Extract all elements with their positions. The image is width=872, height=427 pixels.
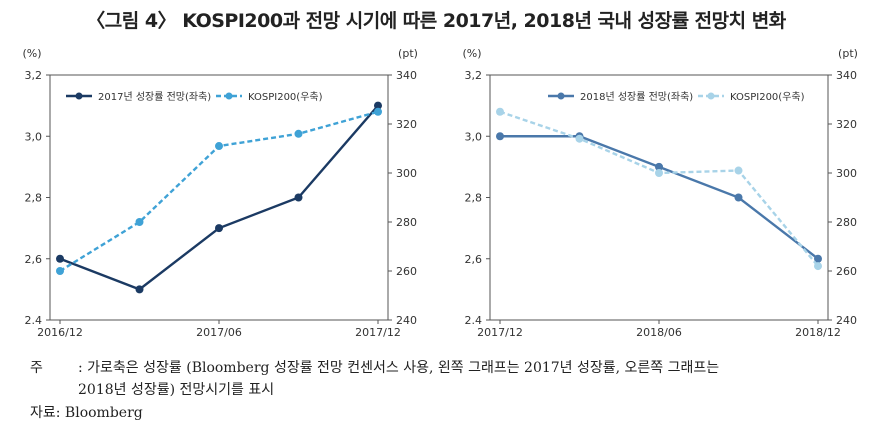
plot-frame <box>489 74 829 321</box>
right-tick-label: 300 <box>836 167 857 180</box>
chart-panel-2 <box>486 74 832 324</box>
left-tick-label: 2.4 <box>25 314 43 327</box>
series-line-1 <box>59 104 379 291</box>
data-point <box>814 254 822 263</box>
series-line-1 <box>500 135 819 260</box>
right-tick-label: 280 <box>836 216 857 229</box>
right-tick-label: 260 <box>836 265 857 278</box>
x-tick-label: 2017/12 <box>477 326 523 339</box>
right-tick-label: 320 <box>836 118 857 131</box>
data-point <box>496 107 504 116</box>
footnote-line-1: 주 : 가로축은 성장률 (Bloomberg 성장률 전망 컨센서스 사용, 왼… <box>30 357 719 377</box>
right-tick-label: 340 <box>836 69 857 82</box>
right-tick-label: 240 <box>396 314 417 327</box>
x-tick-label: 2016/12 <box>37 326 83 339</box>
data-point <box>575 134 584 143</box>
legend-label: 2017년 성장률 전망(좌축) <box>98 91 211 103</box>
legend-marker <box>75 92 83 100</box>
data-point <box>56 267 64 275</box>
data-point <box>135 218 144 226</box>
data-point <box>374 101 382 110</box>
left-axis-unit: (%) <box>22 47 41 60</box>
chart-panel-1 <box>46 74 392 324</box>
left-tick-label: 3,2 <box>465 69 483 82</box>
figure-title: 〈그림 4〉 KOSPI200과 전망 시기에 따른 2017년, 2018년 … <box>86 10 786 32</box>
data-point <box>294 129 303 138</box>
left-tick-label: 2,8 <box>25 192 43 205</box>
data-point <box>56 254 64 263</box>
left-tick-label: 2,6 <box>25 253 43 266</box>
legend-marker <box>707 92 715 100</box>
source-note: 자료: Bloomberg <box>30 405 143 421</box>
charts-canvas: (%) (pt) 2.4 2,6 2,8 3,0 3,2 240 260 280 300 320 340… <box>22 47 858 339</box>
data-point <box>655 169 663 177</box>
right-axis-unit: (pt) <box>398 47 418 60</box>
footnote-label: 주 <box>30 360 43 376</box>
data-point <box>294 193 303 202</box>
footnote-text-1: : 가로축은 성장률 (Bloomberg 성장률 전망 컨센서스 사용, 왼쪽… <box>78 360 720 376</box>
left-tick-label: 3,0 <box>465 130 483 143</box>
plot-frame <box>49 74 389 321</box>
x-tick-label: 2017/12 <box>355 326 401 339</box>
data-point <box>734 166 743 175</box>
left-tick-label: 2,6 <box>465 253 483 266</box>
footnote-line-2: 2018년 성장률) 전망시기를 표시 <box>78 382 275 398</box>
right-tick-label: 320 <box>396 118 417 131</box>
left-tick-label: 3,2 <box>25 69 43 82</box>
data-point <box>496 132 504 141</box>
data-point <box>814 262 822 271</box>
data-point <box>215 224 223 233</box>
right-tick-label: 280 <box>396 216 417 229</box>
data-point <box>215 142 223 151</box>
right-tick-label: 300 <box>396 167 417 180</box>
right-tick-label: 240 <box>836 314 857 327</box>
data-point <box>655 162 663 171</box>
left-tick-label: 2,8 <box>465 192 483 205</box>
data-point <box>135 285 144 294</box>
legend-label: KOSPI200(우축) <box>730 91 805 103</box>
legend-marker <box>225 92 233 100</box>
legend-label: KOSPI200(우축) <box>248 91 323 103</box>
right-tick-label: 260 <box>396 265 417 278</box>
data-point <box>374 107 382 116</box>
right-axis-unit: (pt) <box>838 47 858 60</box>
x-tick-label: 2017/06 <box>196 326 242 339</box>
series-line-2 <box>59 110 379 273</box>
left-tick-label: 2.4 <box>465 314 483 327</box>
x-tick-label: 2018/06 <box>636 326 682 339</box>
right-tick-label: 340 <box>396 69 417 82</box>
x-tick-label: 2018/12 <box>795 326 841 339</box>
left-tick-label: 3,0 <box>25 130 43 143</box>
data-point <box>734 193 743 202</box>
series-line-2 <box>499 110 819 267</box>
left-axis-unit: (%) <box>462 47 481 60</box>
legend-label: 2018년 성장률 전망(좌축) <box>580 91 693 103</box>
legend-marker <box>557 92 565 100</box>
